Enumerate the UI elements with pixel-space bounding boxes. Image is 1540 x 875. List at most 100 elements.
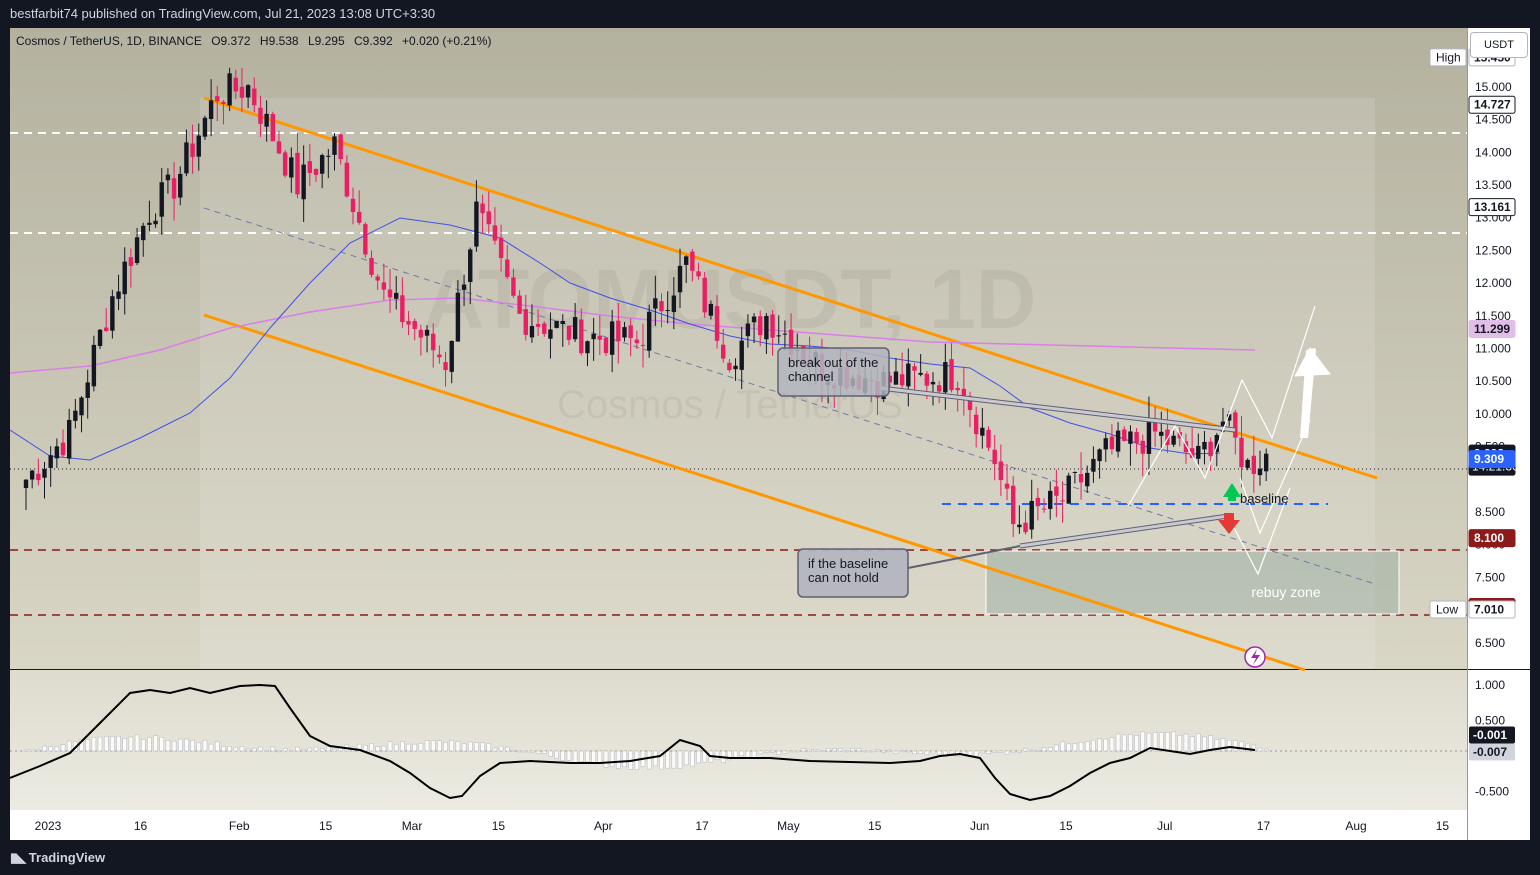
candle-body — [770, 314, 775, 338]
histogram-bar — [832, 748, 837, 752]
histogram-bar — [1220, 738, 1226, 752]
candle-body — [381, 282, 387, 290]
tradingview-logo[interactable]: ▮◣ TradingView — [10, 840, 105, 875]
candle-body — [29, 470, 35, 480]
candle-body — [912, 366, 917, 371]
candle-body — [758, 316, 763, 336]
price-tick-label: 6.500 — [1475, 636, 1505, 650]
histogram-bar — [566, 750, 572, 761]
legend-close: C9.392 — [354, 34, 393, 48]
big-up-arrow-head — [1294, 347, 1331, 377]
histogram-bar — [1004, 750, 1010, 755]
histogram-bar — [757, 750, 763, 754]
publish-bar: bestfarbit74 published on TradingView.co… — [0, 0, 1540, 28]
price-tick-label: 14.500 — [1475, 113, 1512, 127]
candle-body — [492, 225, 498, 241]
candle-body — [702, 277, 707, 313]
candle-body — [535, 323, 541, 327]
currency-button[interactable]: USDT — [1470, 32, 1528, 58]
histogram-bar — [1023, 748, 1028, 752]
histogram-bar — [363, 744, 368, 752]
ma200-line — [9, 297, 1256, 374]
histogram-bar — [1066, 743, 1071, 752]
candle-body — [1103, 438, 1108, 450]
histogram-bar — [1214, 738, 1220, 752]
histogram-bar — [375, 746, 380, 752]
candle-body — [1085, 472, 1090, 487]
histogram-bar — [899, 750, 905, 752]
candle-body — [344, 162, 350, 197]
histogram-bar — [178, 738, 183, 752]
histogram-bar — [1189, 736, 1195, 752]
candle-body — [227, 73, 232, 106]
histogram-bar — [930, 750, 936, 754]
histogram-bar — [727, 750, 732, 761]
histogram-bar — [554, 750, 559, 759]
red-down-arrow — [1218, 513, 1240, 534]
candle-body — [455, 292, 461, 342]
candle-body — [986, 429, 991, 448]
candle-body — [134, 237, 140, 263]
candle-body — [178, 173, 183, 198]
histogram-bar — [1263, 748, 1269, 752]
histogram-bar — [1041, 747, 1047, 752]
candle-body — [128, 257, 134, 266]
candle-body — [721, 344, 726, 359]
candle-body — [653, 298, 658, 309]
candle-body — [739, 340, 744, 370]
candle-body — [48, 455, 53, 468]
candle-body — [387, 289, 393, 298]
histogram-bar — [97, 736, 103, 752]
candle-body — [616, 320, 621, 342]
histogram-bar — [622, 750, 627, 768]
histogram-bar — [276, 750, 282, 753]
rebuy-zone-label: rebuy zone — [1251, 584, 1320, 600]
candle-body — [480, 203, 485, 214]
histogram-bar — [159, 737, 164, 752]
candle-body — [1115, 430, 1121, 452]
price-tag-value: 9.309 — [1474, 452, 1504, 466]
candle-body — [443, 362, 448, 371]
histogram-bar — [924, 750, 930, 755]
candle-body — [973, 414, 979, 435]
candle-body — [184, 142, 189, 174]
candle-body — [474, 201, 479, 247]
histogram-bar — [585, 750, 590, 762]
histogram-bar — [665, 750, 670, 769]
histogram-bar — [875, 749, 880, 752]
histogram-bar — [486, 743, 491, 752]
histogram-bar — [980, 750, 985, 754]
histogram-bar — [134, 734, 140, 752]
price-tag-value: 8.100 — [1474, 531, 1504, 545]
candle-body — [1196, 445, 1201, 459]
histogram-bar — [862, 750, 868, 753]
candle-body — [1078, 474, 1084, 483]
tv-brand-text: TradingView — [28, 850, 106, 865]
channel-upper — [203, 96, 1378, 480]
histogram-bar — [54, 746, 60, 752]
price-chart[interactable]: ATOMUSDT, 1D Cosmos / TetherUS rebuy zon… — [9, 28, 1530, 840]
price-tick-label: 11.000 — [1475, 342, 1511, 356]
histogram-bar — [838, 748, 843, 752]
histogram-bar — [906, 750, 911, 753]
histogram-bar — [387, 741, 393, 752]
candle-body — [437, 354, 442, 358]
candle-body — [116, 291, 121, 299]
indicator-tick-label: 1.000 — [1475, 678, 1505, 692]
chart-area[interactable]: ATOMUSDT, 1D Cosmos / TetherUS rebuy zon… — [9, 28, 1530, 840]
candle-body — [42, 468, 47, 478]
histogram-bar — [609, 750, 615, 767]
histogram-bar — [733, 750, 738, 758]
candle-body — [1023, 522, 1028, 533]
time-tick-label: 2023 — [35, 819, 62, 833]
time-tick-label: Feb — [229, 819, 250, 833]
candle-body — [764, 316, 769, 340]
price-tag — [1468, 600, 1516, 619]
histogram-bar — [233, 746, 239, 752]
histogram-bar — [393, 743, 399, 752]
histogram-bar — [1134, 735, 1139, 752]
time-axis-bg — [10, 810, 1530, 840]
candle-body — [992, 449, 997, 465]
candle-body — [609, 321, 615, 355]
lightning-icon[interactable] — [1244, 646, 1266, 668]
